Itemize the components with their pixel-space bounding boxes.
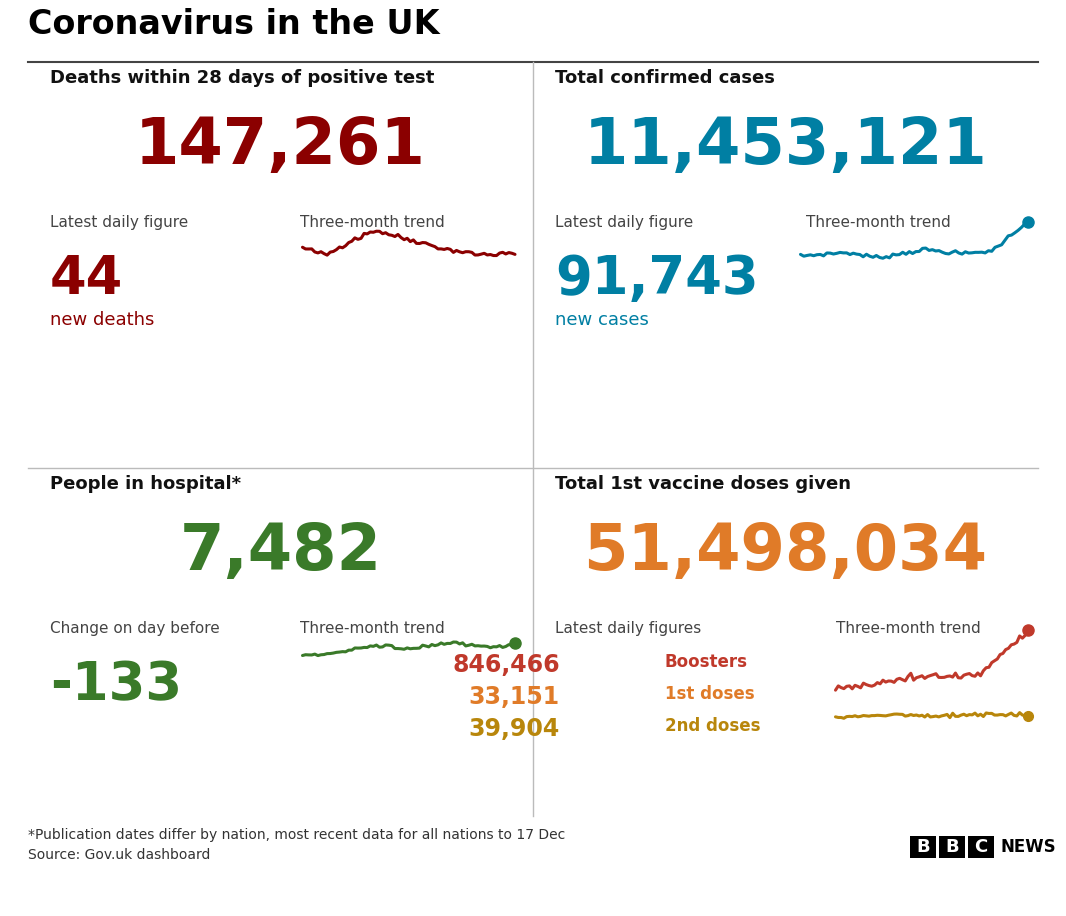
Text: Three-month trend: Three-month trend (301, 215, 446, 230)
Text: Three-month trend: Three-month trend (806, 215, 950, 230)
Text: 2nd doses: 2nd doses (665, 717, 760, 735)
Text: 1st doses: 1st doses (665, 685, 755, 703)
Text: 39,904: 39,904 (469, 717, 560, 741)
Text: Three-month trend: Three-month trend (836, 621, 981, 636)
Text: -133: -133 (50, 659, 182, 711)
Text: Change on day before: Change on day before (50, 621, 220, 636)
Text: Source: Gov.uk dashboard: Source: Gov.uk dashboard (28, 848, 210, 862)
Text: 91,743: 91,743 (555, 253, 759, 305)
Text: 11,453,121: 11,453,121 (583, 115, 987, 177)
Text: B: B (916, 838, 930, 856)
Text: Three-month trend: Three-month trend (301, 621, 446, 636)
FancyBboxPatch shape (939, 836, 965, 858)
Text: C: C (974, 838, 987, 856)
Text: Deaths within 28 days of positive test: Deaths within 28 days of positive test (50, 69, 434, 87)
Text: *Publication dates differ by nation, most recent data for all nations to 17 Dec: *Publication dates differ by nation, mos… (28, 828, 565, 842)
FancyBboxPatch shape (968, 836, 994, 858)
Text: Total 1st vaccine doses given: Total 1st vaccine doses given (555, 475, 851, 493)
Text: new deaths: new deaths (50, 311, 155, 329)
Text: 44: 44 (50, 253, 124, 305)
Text: People in hospital*: People in hospital* (50, 475, 241, 493)
Text: NEWS: NEWS (1001, 838, 1056, 856)
Text: Total confirmed cases: Total confirmed cases (555, 69, 775, 87)
FancyBboxPatch shape (910, 836, 936, 858)
Text: B: B (946, 838, 958, 856)
Text: 147,261: 147,261 (135, 115, 426, 177)
Text: Boosters: Boosters (665, 653, 748, 671)
Text: Coronavirus in the UK: Coronavirus in the UK (28, 8, 439, 41)
Text: 51,498,034: 51,498,034 (583, 521, 987, 583)
Text: Latest daily figures: Latest daily figures (555, 621, 701, 636)
Text: new cases: new cases (555, 311, 649, 329)
Text: 33,151: 33,151 (469, 685, 560, 709)
Text: Latest daily figure: Latest daily figure (555, 215, 693, 230)
Text: 846,466: 846,466 (452, 653, 560, 677)
Text: Latest daily figure: Latest daily figure (50, 215, 189, 230)
Text: 7,482: 7,482 (179, 521, 382, 583)
